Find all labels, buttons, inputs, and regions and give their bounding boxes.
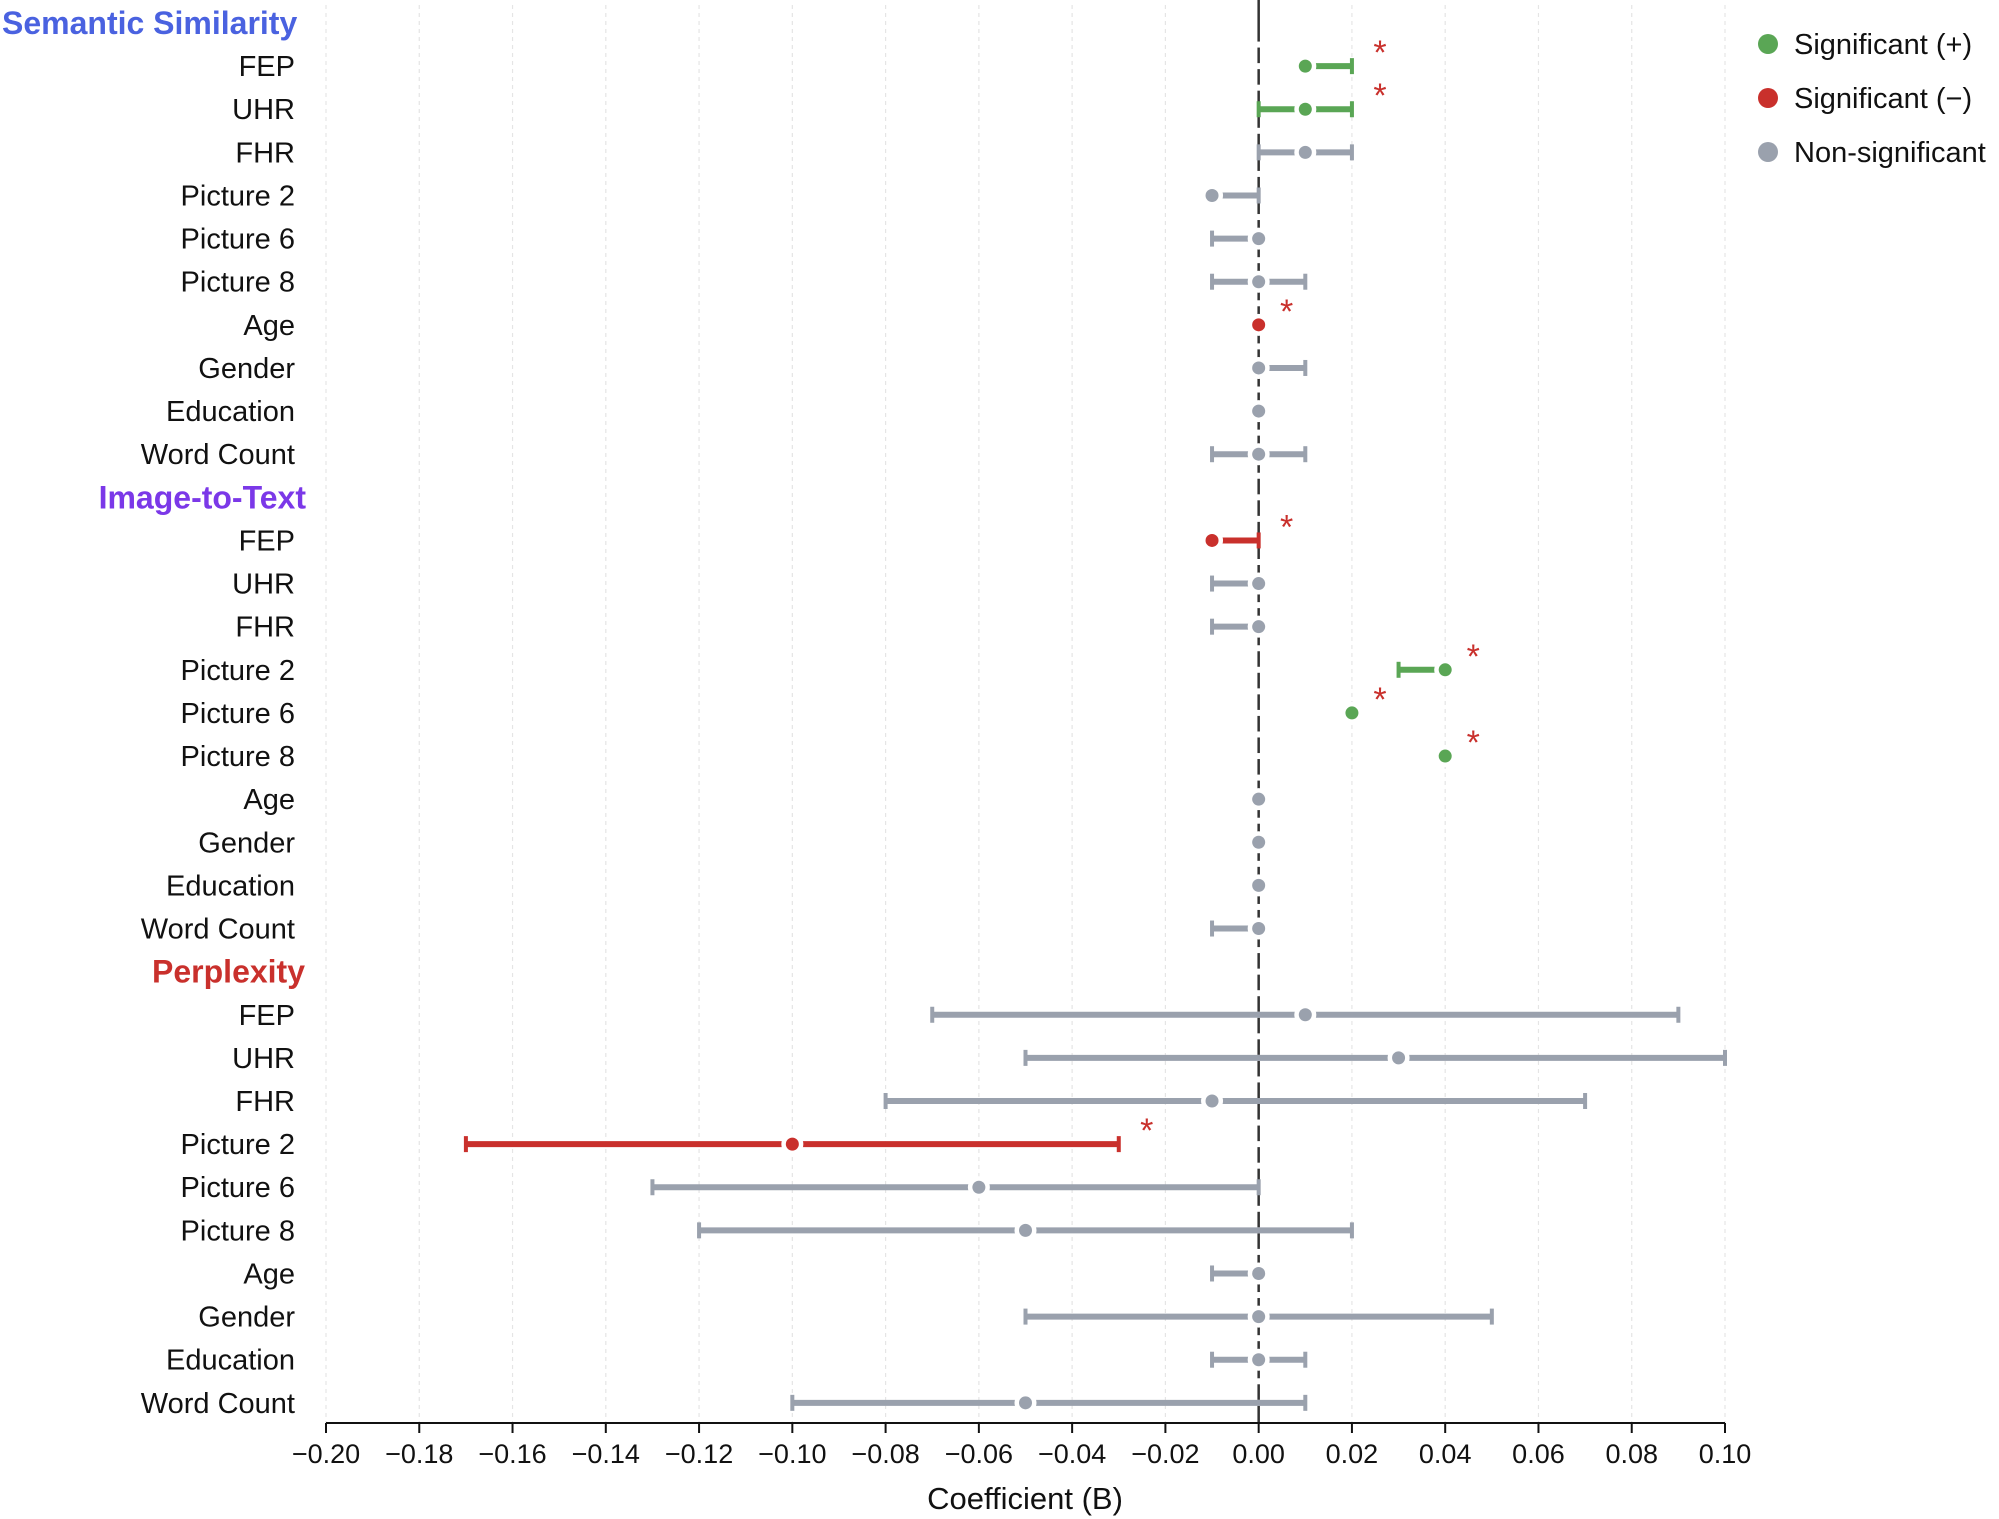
significance-star: * [1280, 293, 1293, 331]
point-estimate [1019, 1396, 1032, 1410]
point-estimate [1252, 232, 1266, 246]
point-estimate [1252, 361, 1266, 375]
point-estimate [1252, 835, 1266, 849]
significance-star: * [1373, 681, 1386, 719]
row-label: Gender [198, 827, 295, 859]
legend-label: Non-significant [1794, 137, 1986, 169]
legend-marker [1758, 88, 1778, 108]
point-estimate [1252, 792, 1266, 806]
row-label: FEP [239, 1000, 295, 1032]
row-label: FHR [235, 612, 295, 644]
legend-marker [1758, 142, 1778, 162]
x-tick-label: −0.04 [1038, 1439, 1106, 1469]
x-tick-label: 0.00 [1232, 1439, 1285, 1469]
significance-star: * [1373, 34, 1386, 72]
legend: Significant (+) Significant (−) Non-signif… [1758, 29, 1986, 169]
section-title: Perplexity [152, 954, 305, 990]
point-estimate [1345, 706, 1359, 720]
point-estimate [1252, 404, 1266, 418]
row-label: Education [166, 1345, 295, 1377]
row-label: Picture 6 [181, 224, 295, 256]
x-tick-label: −0.06 [945, 1439, 1013, 1469]
point-estimate [1252, 620, 1266, 634]
point-estimate [785, 1137, 799, 1151]
legend-marker [1758, 34, 1778, 54]
point-estimate [1438, 663, 1452, 677]
point-estimate [1252, 577, 1266, 591]
row-label: Picture 8 [181, 267, 295, 299]
point-estimate [1298, 1008, 1312, 1022]
x-tick-label: −0.08 [851, 1439, 919, 1469]
row-label: Picture 2 [181, 655, 295, 687]
significance-star: * [1280, 508, 1293, 546]
point-estimate [972, 1180, 986, 1194]
x-tick-label: 0.02 [1326, 1439, 1379, 1469]
point-estimate [1252, 878, 1266, 892]
row-label: UHR [232, 569, 295, 601]
legend-label: Significant (−) [1794, 83, 1972, 115]
point-estimate [1298, 59, 1312, 73]
row-label: FEP [239, 51, 295, 83]
row-label: FHR [235, 1086, 295, 1118]
x-tick-label: −0.18 [385, 1439, 453, 1469]
x-axis: −0.20 −0.18 −0.16 −0.14 −0.12 −0.10 −0.08 −0.06… [292, 1422, 1752, 1469]
row-label: Age [243, 1258, 295, 1290]
row-label: Picture 2 [181, 1129, 295, 1161]
significance-star: * [1467, 724, 1480, 762]
significance-star: * [1467, 638, 1480, 676]
row-label: Age [243, 310, 295, 342]
row-label: Gender [198, 353, 295, 385]
row-label: UHR [232, 1043, 295, 1075]
significance-star: * [1140, 1112, 1153, 1150]
point-estimate [1205, 533, 1219, 547]
x-tick-label: −0.16 [478, 1439, 546, 1469]
point-estimate [1252, 1353, 1266, 1367]
row-label: Education [166, 870, 295, 902]
point-estimate [1298, 145, 1312, 159]
point-estimate [1392, 1051, 1406, 1065]
significance-star: * [1373, 77, 1386, 115]
row-label: Picture 6 [181, 1172, 295, 1204]
row-label: Age [243, 784, 295, 816]
x-tick-label: −0.12 [665, 1439, 733, 1469]
point-estimate [1252, 1310, 1266, 1324]
x-tick-label: 0.04 [1419, 1439, 1472, 1469]
point-estimate [1252, 318, 1266, 332]
section-title: Image-to-Text [99, 479, 307, 515]
row-label: Picture 2 [181, 180, 295, 212]
row-label: FHR [235, 137, 295, 169]
legend-label: Significant (+) [1794, 29, 1972, 61]
row-label: Education [166, 396, 295, 428]
row-label: FEP [239, 525, 295, 557]
x-tick-label: −0.14 [572, 1439, 640, 1469]
row-label: Word Count [141, 914, 295, 946]
x-tick-label: −0.20 [292, 1439, 360, 1469]
row-label: Gender [198, 1302, 295, 1334]
point-estimate [1205, 188, 1219, 202]
row-label: Word Count [141, 439, 295, 471]
x-tick-label: 0.10 [1699, 1439, 1752, 1469]
x-tick-label: −0.02 [1131, 1439, 1199, 1469]
section-title: Semantic Similarity [2, 5, 297, 41]
row-label: Word Count [141, 1388, 295, 1420]
point-estimate [1019, 1223, 1032, 1237]
x-axis-title: Coefficient (B) [927, 1481, 1123, 1516]
point-estimate [1252, 447, 1266, 461]
point-estimate [1298, 102, 1312, 116]
point-estimate [1205, 1094, 1219, 1108]
point-estimate [1252, 1266, 1266, 1280]
x-tick-label: −0.10 [758, 1439, 826, 1469]
row-label: Picture 8 [181, 1215, 295, 1247]
row-label: Picture 6 [181, 698, 295, 730]
point-estimate [1252, 275, 1266, 289]
coefficient-rows: Semantic Similarity FEP * UHR * FHR Picture 2 P… [2, 5, 1727, 1420]
grid-lines [325, 5, 1726, 1423]
row-label: Picture 8 [181, 741, 295, 773]
x-tick-label: 0.08 [1605, 1439, 1658, 1469]
point-estimate [1252, 922, 1266, 936]
point-estimate [1438, 749, 1452, 763]
row-label: UHR [232, 94, 295, 126]
x-tick-label: 0.06 [1512, 1439, 1565, 1469]
